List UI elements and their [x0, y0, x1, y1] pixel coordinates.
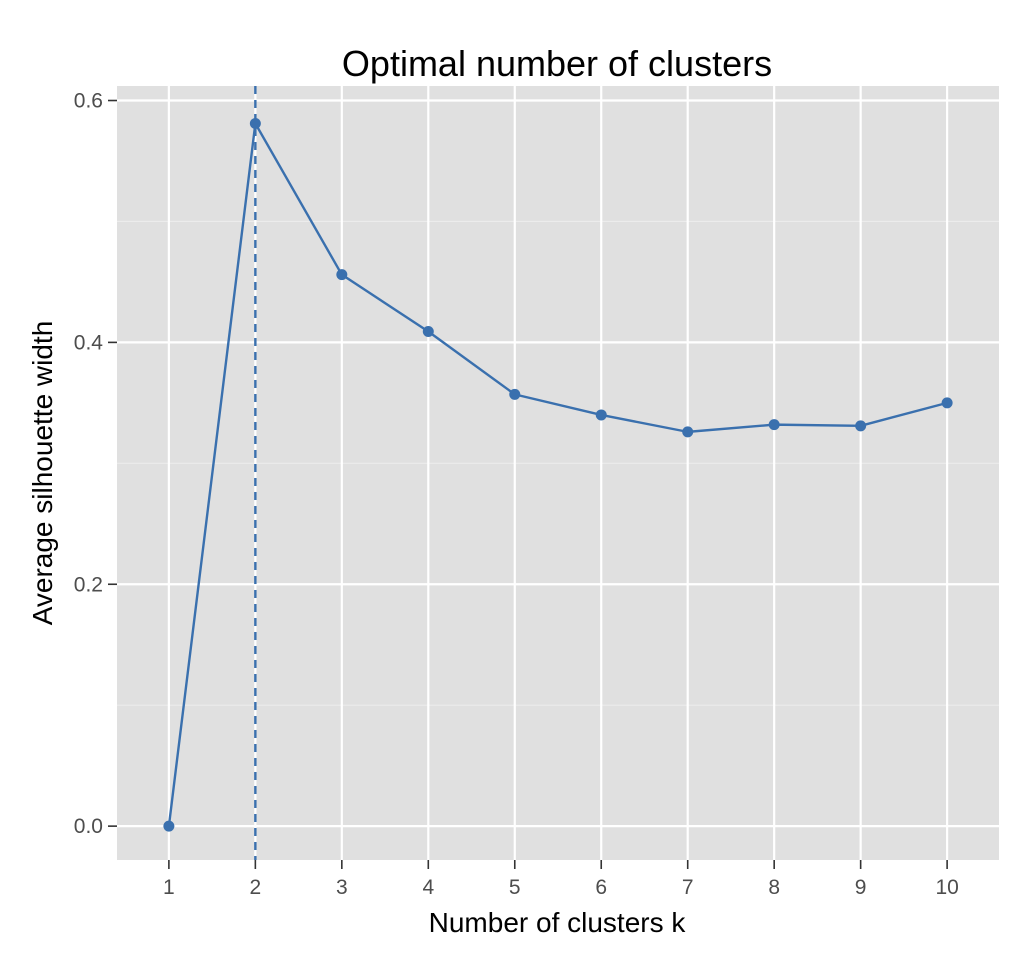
- x-tick-label: 2: [250, 876, 262, 899]
- data-point: [682, 426, 694, 438]
- x-tick-label: 9: [855, 876, 867, 899]
- data-point: [595, 409, 607, 421]
- chart-title: Optimal number of clusters: [342, 43, 772, 84]
- x-tick-label: 7: [682, 876, 694, 899]
- data-point: [336, 269, 348, 281]
- y-tick-label: 0.4: [74, 331, 104, 354]
- y-tick-label: 0.0: [74, 815, 103, 838]
- y-axis-label: Average silhouette width: [27, 321, 58, 626]
- data-point: [163, 820, 175, 832]
- data-point: [855, 420, 867, 432]
- data-point: [768, 419, 780, 431]
- y-tick-label: 0.2: [74, 573, 103, 596]
- x-tick-label: 10: [935, 876, 958, 899]
- grid-lines: [117, 86, 999, 860]
- axis-ticks: 0.0 0.2 0.4 0.6 1 2 3 4 5 6 7 8 9 10: [74, 90, 959, 899]
- series-line: [167, 122, 948, 827]
- x-tick-label: 1: [163, 876, 175, 899]
- x-tick-label: 8: [768, 876, 780, 899]
- x-tick-label: 4: [422, 876, 434, 899]
- data-point: [509, 388, 521, 400]
- data-point: [941, 397, 953, 409]
- series-layer: [163, 117, 953, 832]
- x-tick-label: 3: [336, 876, 348, 899]
- data-point: [249, 117, 261, 129]
- plot-panel: [117, 86, 999, 860]
- y-tick-label: 0.6: [74, 90, 103, 113]
- data-point: [422, 326, 434, 338]
- x-axis-label: Number of clusters k: [429, 907, 687, 938]
- x-tick-label: 5: [509, 876, 521, 899]
- x-tick-label: 6: [595, 876, 607, 899]
